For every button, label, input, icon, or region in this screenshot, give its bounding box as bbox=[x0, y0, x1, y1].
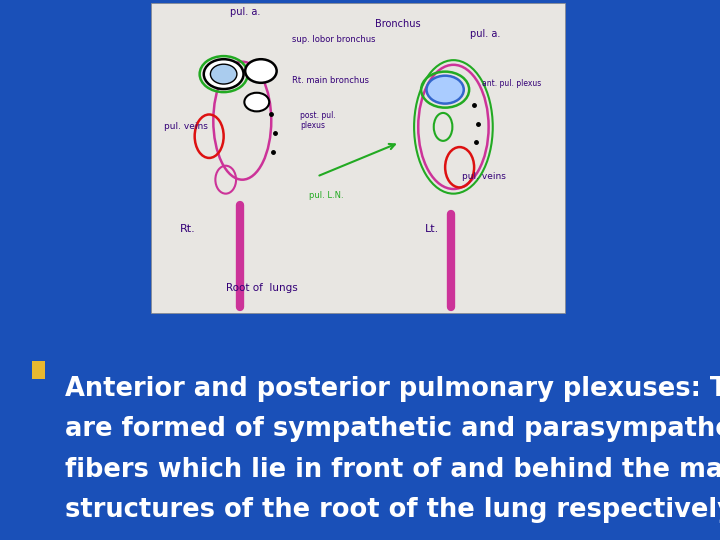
Text: sup. lobor bronchus: sup. lobor bronchus bbox=[292, 36, 375, 44]
Text: pul. a.: pul. a. bbox=[230, 7, 260, 17]
Text: are formed of sympathetic and parasympathetic: are formed of sympathetic and parasympat… bbox=[65, 416, 720, 442]
Text: Rt.: Rt. bbox=[180, 224, 196, 234]
Bar bbox=[32, 361, 45, 379]
Text: pul. a.: pul. a. bbox=[470, 29, 500, 39]
Circle shape bbox=[210, 64, 237, 84]
Text: Anterior and posterior pulmonary plexuses: They: Anterior and posterior pulmonary plexuse… bbox=[65, 376, 720, 402]
Text: structures of the root of the lung respectively: structures of the root of the lung respe… bbox=[65, 497, 720, 523]
Text: fibers which lie in front of and behind the main: fibers which lie in front of and behind … bbox=[65, 457, 720, 483]
Text: Rt. main bronchus: Rt. main bronchus bbox=[292, 76, 369, 85]
Text: pul. veins: pul. veins bbox=[163, 123, 207, 131]
Text: Root of  lungs: Root of lungs bbox=[226, 284, 297, 293]
Circle shape bbox=[426, 76, 464, 104]
Text: Bronchus: Bronchus bbox=[374, 19, 420, 30]
FancyBboxPatch shape bbox=[151, 3, 565, 313]
Text: ant. pul. plexus: ant. pul. plexus bbox=[482, 79, 541, 88]
Text: Lt.: Lt. bbox=[425, 224, 438, 234]
Text: post. pul.
plexus: post. pul. plexus bbox=[300, 111, 336, 130]
Text: pul. veins: pul. veins bbox=[462, 172, 505, 181]
Circle shape bbox=[246, 59, 276, 83]
Text: pul. L.N.: pul. L.N. bbox=[308, 191, 343, 200]
Circle shape bbox=[244, 93, 269, 111]
Circle shape bbox=[204, 59, 243, 89]
